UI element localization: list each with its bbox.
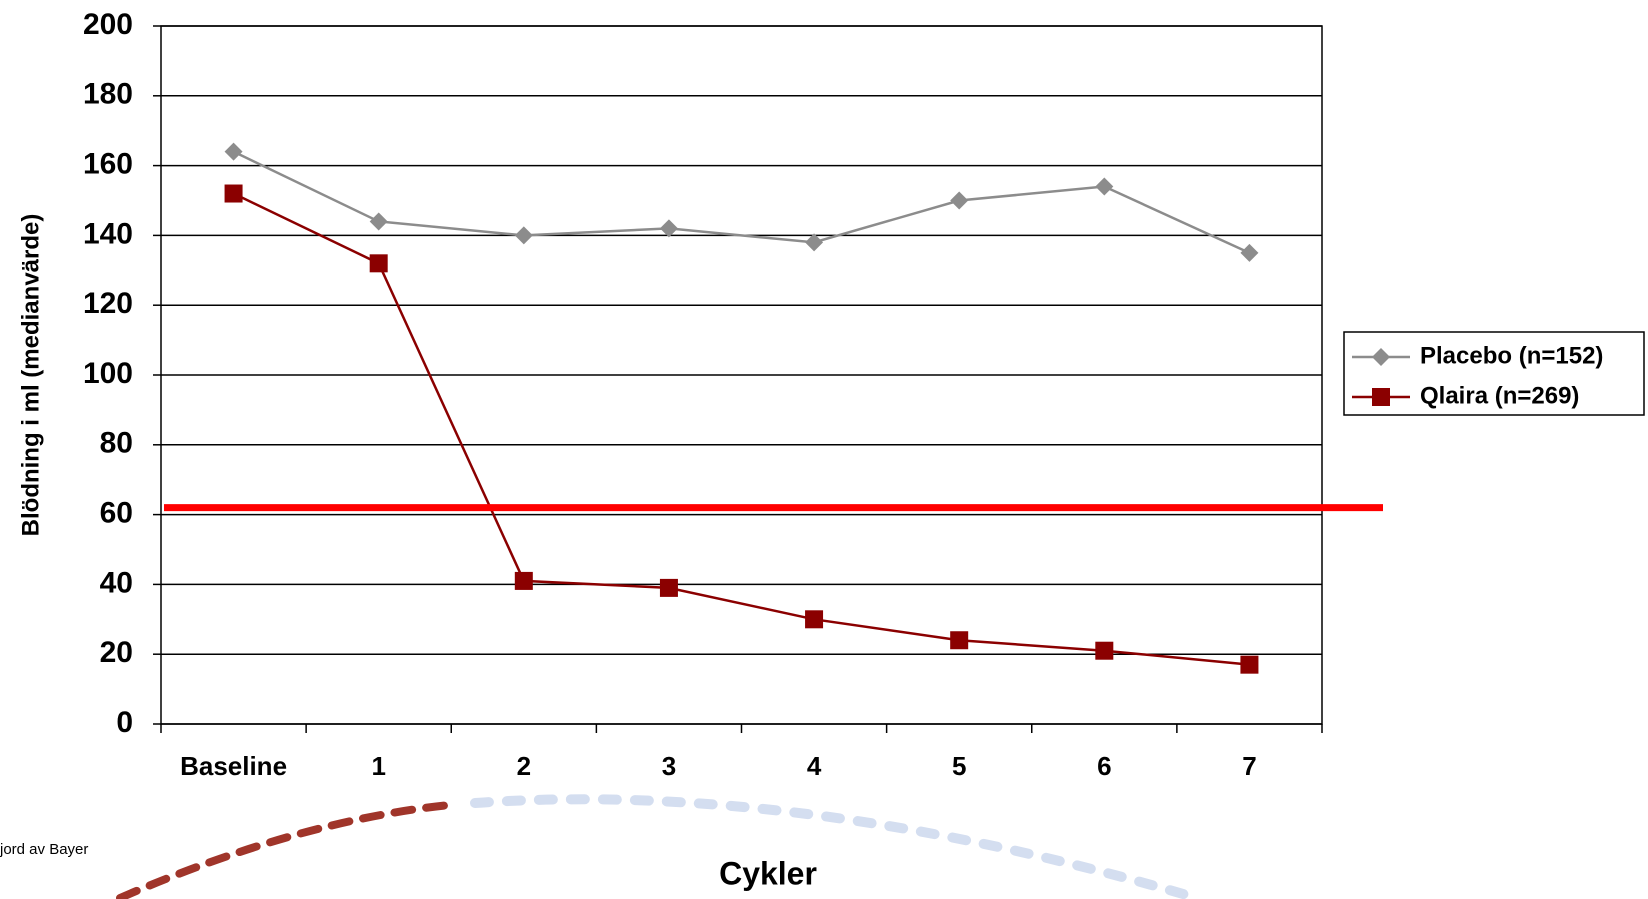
data-point bbox=[370, 212, 388, 230]
x-tick-label: 6 bbox=[1097, 751, 1111, 781]
y-tick-label: 180 bbox=[83, 78, 133, 111]
x-tick-label: 5 bbox=[952, 751, 966, 781]
x-tick-label: 1 bbox=[371, 751, 385, 781]
series-line bbox=[234, 152, 1250, 253]
data-point bbox=[660, 579, 678, 597]
data-point bbox=[515, 226, 533, 244]
data-point bbox=[1095, 178, 1113, 196]
data-point bbox=[1240, 244, 1258, 262]
y-tick-label: 60 bbox=[100, 497, 133, 530]
y-axis-label: Blödning i ml (medianvärde) bbox=[17, 214, 44, 537]
y-tick-label: 120 bbox=[83, 287, 133, 320]
data-point bbox=[225, 143, 243, 161]
data-point bbox=[950, 192, 968, 210]
y-tick-label: 80 bbox=[100, 427, 133, 460]
y-tick-label: 200 bbox=[83, 8, 133, 41]
data-point bbox=[950, 631, 968, 649]
y-tick-label: 100 bbox=[83, 357, 133, 390]
footer: jord av Bayer bbox=[0, 841, 88, 858]
decoration bbox=[120, 799, 1200, 899]
chart: Blödning i ml (medianvärde) Cykler jord … bbox=[0, 0, 1648, 899]
legend-marker bbox=[1372, 388, 1390, 406]
x-tick-label: 7 bbox=[1242, 751, 1256, 781]
data-point bbox=[225, 185, 243, 203]
y-tick-label: 0 bbox=[116, 706, 133, 739]
data-point bbox=[1095, 642, 1113, 660]
x-axis-label: Cykler bbox=[719, 855, 817, 891]
x-tick-label: 2 bbox=[517, 751, 531, 781]
y-tick-label: 20 bbox=[100, 636, 133, 669]
x-tick-label: Baseline bbox=[180, 751, 287, 781]
legend-label: Placebo (n=152) bbox=[1420, 342, 1603, 369]
x-tick-label: 4 bbox=[807, 751, 822, 781]
data-point bbox=[805, 610, 823, 628]
data-point bbox=[515, 572, 533, 590]
legend-label: Qlaira (n=269) bbox=[1420, 382, 1579, 409]
data-point bbox=[370, 254, 388, 272]
data-point bbox=[1240, 656, 1258, 674]
y-tick-label: 40 bbox=[100, 566, 133, 599]
x-tick-label: 3 bbox=[662, 751, 676, 781]
y-tick-label: 160 bbox=[83, 148, 133, 181]
y-tick-label: 140 bbox=[83, 217, 133, 250]
